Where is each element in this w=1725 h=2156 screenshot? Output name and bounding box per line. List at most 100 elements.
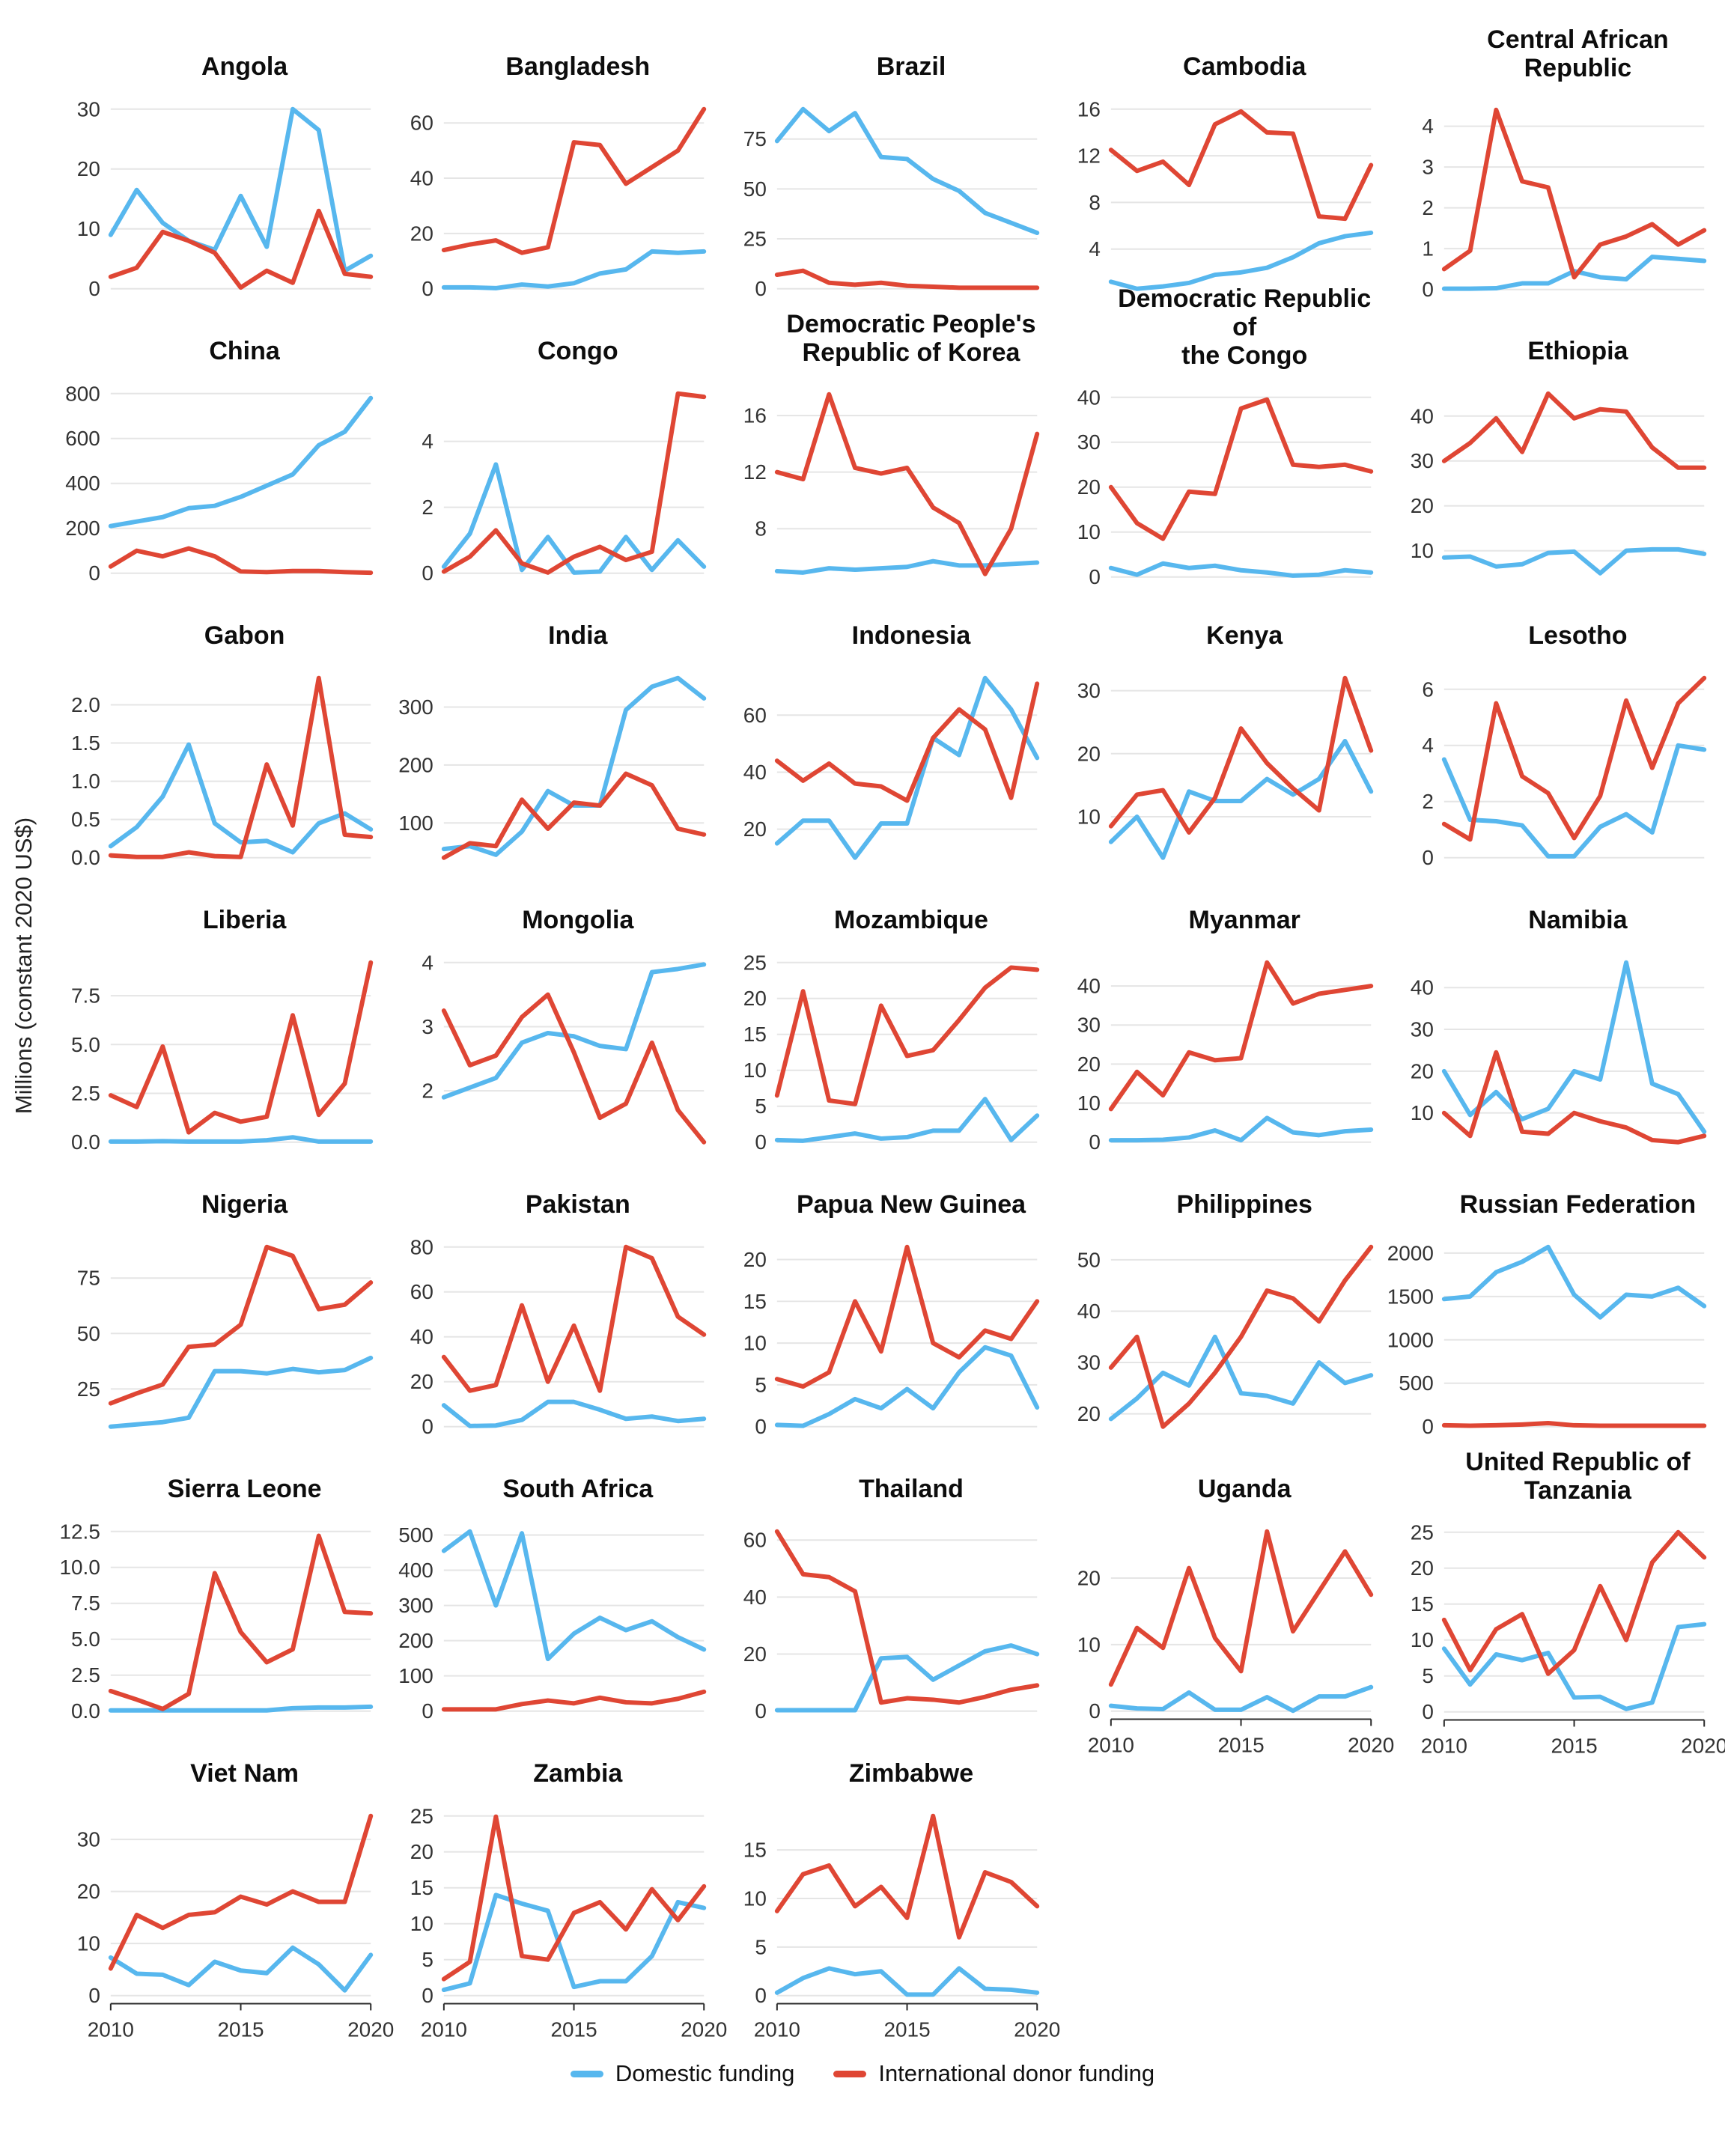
- y-tick-label: 60: [743, 703, 767, 726]
- y-tick-label: 300: [398, 695, 433, 719]
- international-donor-funding-line: [442, 1689, 707, 1711]
- panel-title: Angola: [201, 52, 288, 82]
- panel-china: China 0 200 400 600 800: [48, 310, 381, 594]
- international-donor-funding-line: [1441, 1420, 1707, 1428]
- y-tick-label: 100: [398, 1664, 433, 1687]
- chart-brazil: 0 25 50 75: [743, 106, 1040, 300]
- panel-title: Sierra Leone: [167, 1475, 322, 1504]
- y-tick-label: 0.5: [71, 808, 100, 831]
- y-tick-label: 0: [1089, 1130, 1101, 1154]
- panel-title: Thailand: [859, 1475, 964, 1504]
- y-tick-label: 2.0: [71, 693, 100, 716]
- panel-title: Zimbabwe: [848, 1759, 974, 1788]
- chart-papua-new-guinea: 0 5 10 15 20: [743, 1244, 1040, 1438]
- domestic-funding-line: [775, 1642, 1040, 1713]
- y-tick-label: 0: [1089, 1699, 1101, 1723]
- panel-title: Democratic People's Republic of Korea: [786, 310, 1036, 368]
- international-donor-funding-line: [1441, 107, 1707, 280]
- y-tick-label: 100: [398, 811, 433, 834]
- panel-title: Bangladesh: [505, 52, 651, 82]
- domestic-funding-line: [1108, 561, 1373, 578]
- y-tick-label: 30: [1077, 1350, 1100, 1374]
- x-tick-label: 2010: [421, 2018, 467, 2041]
- international-donor-funding-line: [442, 1244, 707, 1393]
- international-donor-funding-line: [1108, 675, 1373, 835]
- y-tick-label: 40: [1077, 1299, 1100, 1322]
- y-tick-label: 10: [1411, 1628, 1434, 1651]
- panel-title: Myanmar: [1188, 906, 1300, 935]
- y-tick-label: 5.0: [71, 1032, 100, 1056]
- domestic-funding-line: [775, 1965, 1040, 1997]
- y-tick-label: 40: [743, 760, 767, 783]
- panel-title: Mozambique: [834, 906, 988, 935]
- y-tick-label: 20: [1077, 1402, 1100, 1425]
- chart-bangladesh: 0 20 40 60: [410, 106, 707, 300]
- domestic-funding-line: [1441, 743, 1707, 859]
- y-tick-label: 1000: [1387, 1328, 1434, 1351]
- panel-thailand: Thailand 0 20 40 60: [714, 1448, 1047, 1732]
- y-tick-label: 0: [422, 1984, 434, 2007]
- y-tick-label: 500: [1399, 1371, 1434, 1395]
- x-tick-label: 2010: [754, 2018, 800, 2041]
- panel-congo: Congo 0 2 4: [381, 310, 714, 594]
- panel-central-african-republic: Central African Republic 0 1 2 3 4: [1381, 25, 1715, 310]
- y-tick-label: 20: [77, 157, 100, 180]
- panel-south-africa: South Africa 0 100 200 300 400 500: [381, 1448, 714, 1732]
- international-donor-funding-line: [442, 771, 707, 860]
- chart-philippines: 20 30 40 50: [1077, 1244, 1373, 1429]
- international-donor-funding-line: [1108, 1529, 1373, 1687]
- chart-zambia: 0 5 10 15 20 25 2010 2015 2020: [410, 1804, 728, 2041]
- y-tick-label: 40: [410, 1325, 433, 1348]
- y-tick-label: 5: [755, 1373, 767, 1396]
- y-tick-label: 25: [410, 1804, 433, 1827]
- y-tick-label: 1.0: [71, 770, 100, 793]
- y-tick-label: 0: [755, 1699, 767, 1723]
- legend-item-domestic: Domestic funding: [570, 2060, 794, 2087]
- chart-democratic-people-s-republic-of-korea: 8 12 16: [743, 392, 1040, 576]
- y-tick-label: 10: [743, 1059, 767, 1082]
- domestic-funding-line: [108, 1945, 374, 1993]
- international-donor-funding-line: [108, 675, 374, 859]
- panel-title: Viet Nam: [190, 1759, 299, 1788]
- y-tick-label: 20: [1077, 742, 1100, 765]
- panel-india: India 100 200 300: [381, 594, 714, 879]
- y-tick-label: 12: [1077, 144, 1100, 167]
- panel-united-republic-of-tanzania: United Republic of Tanzania 0 5 10 15 20 25 201…: [1381, 1448, 1725, 1758]
- international-donor-funding-line: [775, 268, 1040, 290]
- y-tick-label: 10: [410, 1912, 433, 1935]
- y-tick-label: 10: [743, 1331, 767, 1354]
- international-donor-funding-line: [442, 106, 707, 255]
- panel-ethiopia: Ethiopia 10 20 30 40: [1381, 310, 1715, 594]
- panel-mozambique: Mozambique 0 5 10 15 20 25: [714, 879, 1047, 1163]
- y-tick-label: 3: [422, 1014, 434, 1038]
- panel-title: Uganda: [1197, 1475, 1292, 1504]
- y-tick-label: 20: [1077, 1052, 1100, 1075]
- panel-title: India: [548, 621, 608, 651]
- y-tick-label: 15: [743, 1289, 767, 1312]
- x-tick-label: 2020: [1681, 1735, 1725, 1758]
- chart-india: 100 200 300: [398, 675, 707, 860]
- domestic-funding-line: [108, 742, 374, 855]
- y-tick-label: 4: [422, 951, 434, 974]
- domestic-funding-line: [775, 558, 1040, 575]
- y-tick-label: 200: [398, 1629, 433, 1652]
- y-tick-label: 20: [743, 987, 767, 1010]
- y-tick-label: 20: [410, 1370, 433, 1393]
- y-tick-label: 0: [422, 1415, 434, 1438]
- domestic-funding-line: [1108, 230, 1373, 291]
- panel-russian-federation: Russian Federation 0 500 1000 1500 2000: [1381, 1163, 1715, 1448]
- y-tick-label: 0.0: [71, 1130, 100, 1154]
- y-tick-label: 10: [1077, 805, 1100, 828]
- panel-title: China: [209, 337, 280, 366]
- y-tick-label: 20: [410, 222, 433, 245]
- y-tick-label: 0: [1422, 846, 1434, 869]
- y-tick-label: 10: [1411, 1101, 1434, 1124]
- panel-pakistan: Pakistan 0 20 40 60 80: [381, 1163, 714, 1448]
- panel-nigeria: Nigeria 25 50 75: [48, 1163, 381, 1448]
- chart-kenya: 10 20 30: [1077, 675, 1373, 860]
- y-tick-label: 500: [398, 1523, 433, 1547]
- y-tick-label: 75: [743, 127, 767, 150]
- y-tick-label: 15: [743, 1838, 767, 1861]
- y-tick-label: 0: [1422, 1700, 1434, 1723]
- y-tick-label: 1: [1422, 237, 1434, 261]
